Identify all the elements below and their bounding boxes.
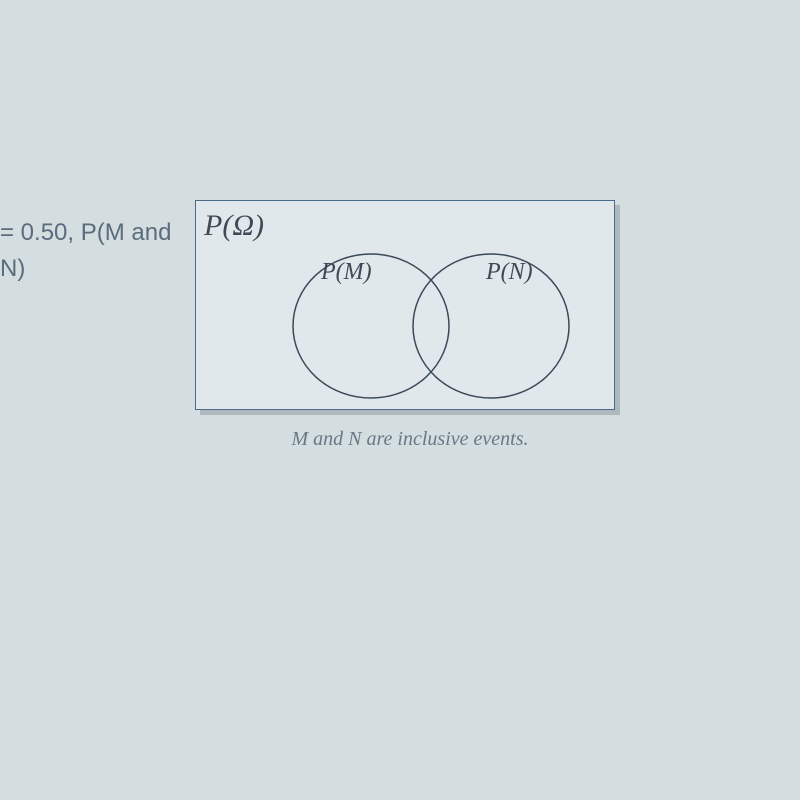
problem-line-1: = 0.50, P(M and (0, 215, 171, 251)
right-circle-label: P(N) (485, 259, 533, 285)
omega-label: P(Ω) (204, 209, 264, 243)
left-circle-label: P(M) (320, 259, 372, 285)
problem-line-2: N) (0, 251, 171, 287)
diagram-caption: M and N are inclusive events. (195, 428, 625, 451)
sample-space-box: P(Ω) P(M) P(N) (195, 200, 615, 410)
venn-diagram-container: P(Ω) P(M) P(N) M and N are inclusive eve… (195, 200, 625, 451)
venn-svg: P(M) P(N) (256, 221, 606, 411)
problem-text: = 0.50, P(M and N) (0, 215, 171, 287)
